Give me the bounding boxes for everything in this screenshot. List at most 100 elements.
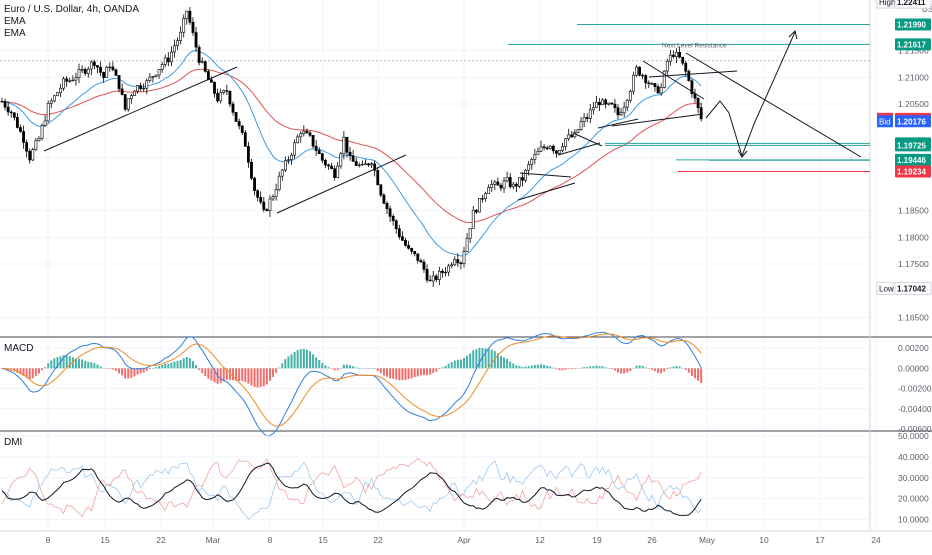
- macd-histogram-bar: [392, 368, 395, 379]
- candle: [354, 157, 358, 167]
- macd-histogram-bar: [598, 366, 601, 369]
- macd-histogram-bar: [170, 362, 173, 369]
- candle-up: [462, 251, 466, 264]
- candle: [114, 68, 118, 76]
- candle: [234, 112, 238, 122]
- macd-histogram-bar: [376, 368, 379, 372]
- candle: [548, 145, 552, 150]
- candle: [696, 97, 700, 114]
- macd-histogram-bar: [281, 363, 284, 369]
- candle: [444, 267, 447, 277]
- macd-histogram-bar: [133, 368, 136, 377]
- macd-histogram-bar: [90, 362, 93, 369]
- macd-histogram-bar: [466, 355, 469, 369]
- macd-pane-title[interactable]: MACD: [4, 343, 34, 354]
- candle: [496, 177, 500, 186]
- candle-up: [530, 159, 534, 165]
- candle-down: [613, 103, 617, 109]
- candle: [74, 72, 78, 86]
- macd-histogram-bar: [65, 355, 68, 369]
- macd-tick-label: 0.00000: [898, 363, 929, 373]
- candle-up: [80, 69, 84, 71]
- macd-histogram-bar: [219, 368, 222, 383]
- ema-fast-legend[interactable]: EMA: [4, 16, 26, 27]
- macd-histogram-bar: [379, 368, 382, 374]
- candle: [382, 192, 386, 204]
- candle: [530, 157, 534, 170]
- candle-up: [524, 169, 528, 181]
- trend-line: [519, 172, 572, 178]
- candle: [213, 81, 216, 98]
- candle-up: [185, 10, 189, 19]
- candle: [675, 48, 678, 63]
- macd-histogram-bar: [158, 366, 161, 369]
- candle: [320, 152, 324, 164]
- macd-histogram-bar: [506, 358, 509, 369]
- macd-histogram-bar: [398, 368, 401, 381]
- candle: [407, 240, 410, 250]
- macd-histogram-bar: [675, 365, 678, 369]
- candle-down: [604, 99, 608, 105]
- candle: [253, 176, 256, 196]
- candle-up: [357, 164, 361, 166]
- candle-up: [163, 57, 167, 65]
- macd-signal-line: [1, 333, 702, 427]
- macd-histogram-bar: [413, 368, 416, 378]
- candle-up: [287, 159, 290, 161]
- macd-histogram-bar: [204, 368, 207, 377]
- candle-down: [496, 181, 500, 186]
- candle: [428, 275, 432, 282]
- candle-down: [243, 132, 247, 147]
- candle-down: [216, 93, 220, 102]
- price-marker-value: 1.19234: [897, 168, 926, 177]
- macd-histogram-bar: [576, 368, 579, 369]
- macd-histogram-bar: [453, 360, 456, 369]
- candle: [647, 80, 651, 89]
- candle-up: [505, 177, 509, 182]
- candle: [123, 94, 127, 112]
- candle-up: [548, 145, 552, 150]
- candle: [397, 224, 401, 240]
- candle: [576, 129, 580, 134]
- candle: [31, 147, 35, 162]
- chart-legend: Euro / U.S. Dollar, 4h, OANDA EMA EMA: [4, 4, 139, 40]
- candle: [665, 58, 669, 77]
- candle-down: [197, 46, 201, 63]
- candle-down: [481, 198, 484, 200]
- price-unit-label: USD: [922, 5, 932, 14]
- ema-slow-legend[interactable]: EMA: [4, 28, 26, 39]
- macd-histogram-bar: [570, 368, 573, 370]
- candle: [283, 156, 287, 173]
- macd-histogram-bar: [50, 360, 53, 369]
- candle: [151, 75, 155, 83]
- macd-histogram-bar: [127, 368, 130, 379]
- candle: [6, 101, 10, 116]
- candle-down: [570, 134, 574, 138]
- candle: [456, 253, 460, 267]
- candle: [533, 148, 537, 165]
- candle-up: [182, 18, 186, 33]
- macd-histogram-bar: [93, 363, 96, 369]
- candle: [570, 130, 574, 138]
- dmi-pane-title[interactable]: DMI: [4, 437, 23, 448]
- candle-down: [206, 71, 210, 81]
- macd-histogram-bar: [268, 368, 271, 381]
- candle: [12, 112, 16, 121]
- next-level-resistance-label: Next Level Resistance: [662, 42, 727, 49]
- time-tick-label: 8: [46, 535, 51, 545]
- macd-tick-label: -0.00400: [898, 404, 932, 414]
- candle-down: [425, 269, 429, 281]
- macd-histogram-bar: [210, 368, 213, 381]
- candle-down: [672, 54, 675, 58]
- candle: [145, 78, 149, 95]
- macd-histogram-bar: [130, 368, 133, 378]
- candle-up: [635, 66, 638, 76]
- candle: [339, 151, 343, 169]
- candle: [521, 172, 524, 187]
- macd-histogram-bar: [238, 368, 241, 381]
- candle-up: [126, 98, 130, 110]
- candle-up: [296, 136, 300, 144]
- macd-histogram-bar: [540, 364, 542, 369]
- candle: [490, 179, 494, 192]
- macd-histogram-bar: [472, 350, 475, 369]
